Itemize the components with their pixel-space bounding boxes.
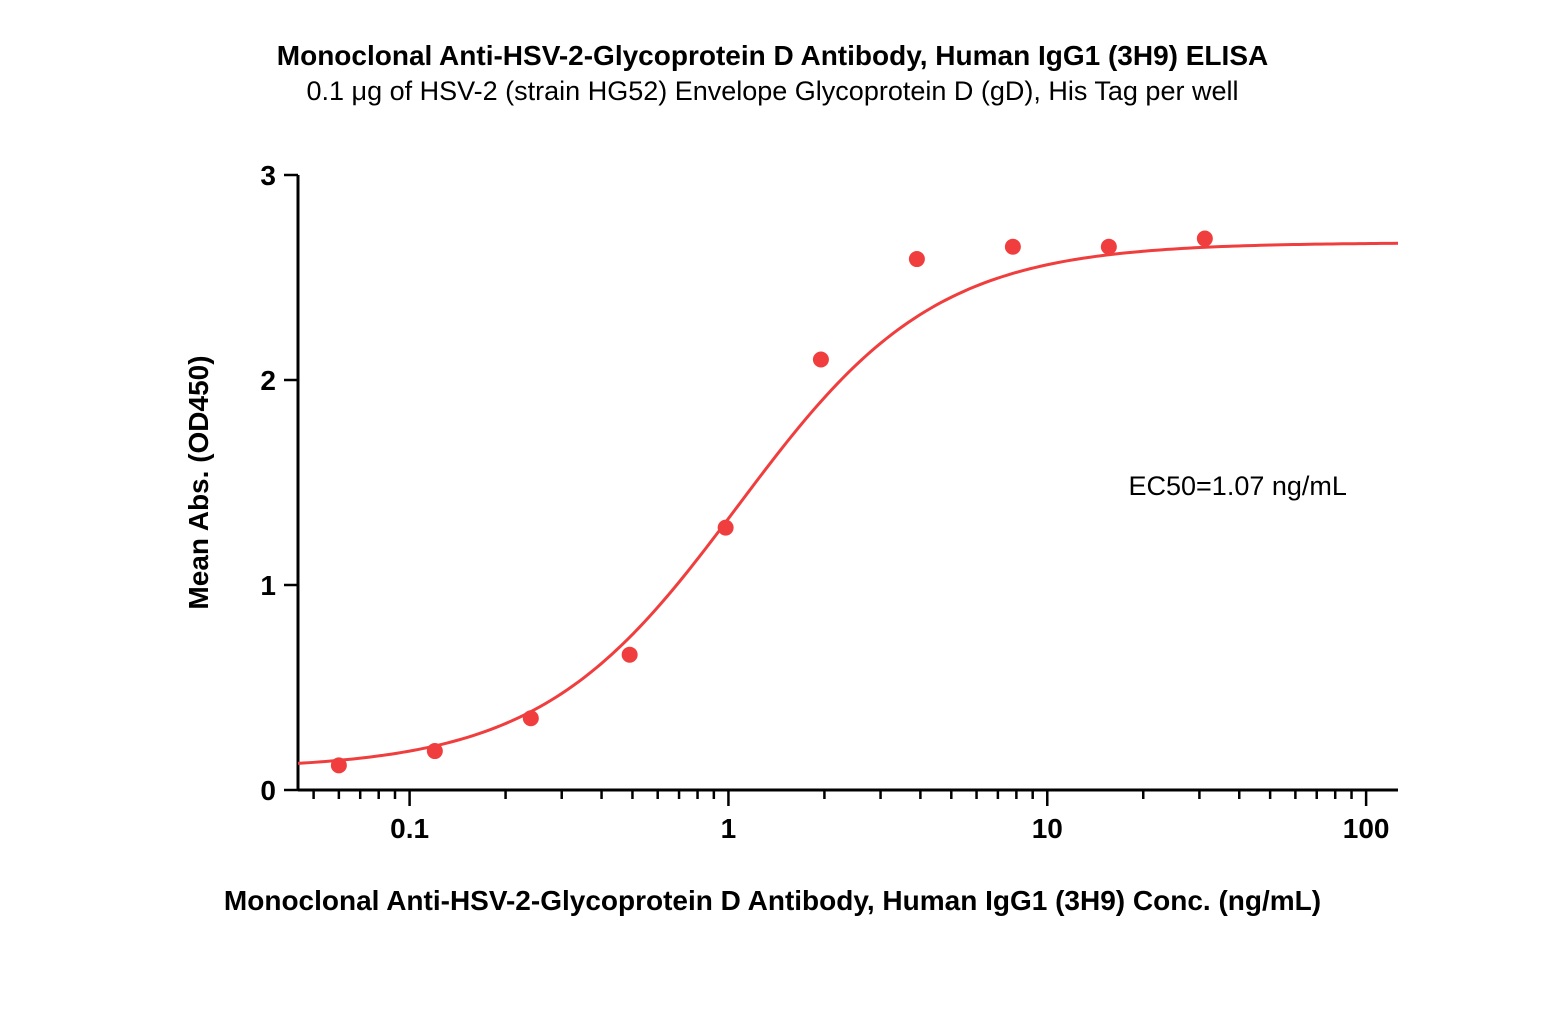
- elisa-chart: Monoclonal Anti-HSV-2-Glycoprotein D Ant…: [0, 0, 1545, 1032]
- svg-text:0.1: 0.1: [390, 813, 429, 844]
- svg-text:Mean Abs. (OD450): Mean Abs. (OD450): [183, 355, 214, 609]
- svg-text:EC50=1.07 ng/mL: EC50=1.07 ng/mL: [1129, 471, 1347, 501]
- svg-text:1: 1: [721, 813, 737, 844]
- svg-text:100: 100: [1343, 813, 1390, 844]
- svg-text:Monoclonal Anti-HSV-2-Glycopro: Monoclonal Anti-HSV-2-Glycoprotein D Ant…: [224, 885, 1321, 916]
- svg-text:3: 3: [260, 160, 276, 191]
- svg-text:10: 10: [1032, 813, 1063, 844]
- svg-text:0: 0: [260, 775, 276, 806]
- svg-text:2: 2: [260, 365, 276, 396]
- svg-text:1: 1: [260, 570, 276, 601]
- plot-svg: 0 1 2 3 0.1 1 10 100 Mean Abs. (OD450) Monoclonal…: [0, 0, 1545, 1032]
